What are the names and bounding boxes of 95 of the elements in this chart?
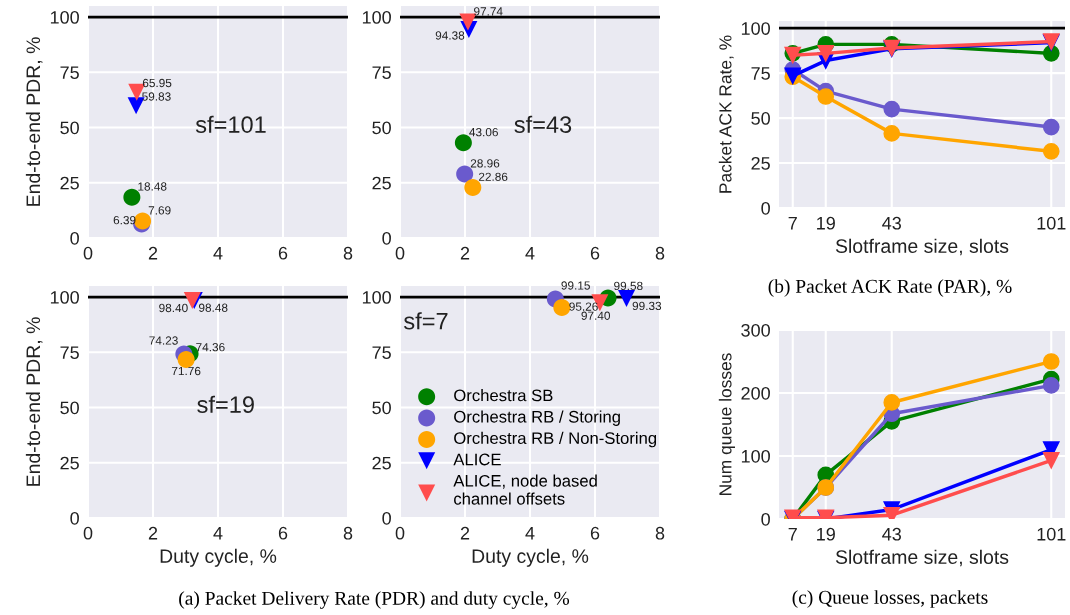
y-tick-label: 50: [60, 121, 79, 135]
x-axis-title: Duty cycle, %: [160, 548, 277, 567]
y-tick-label: 0: [382, 511, 391, 525]
data-label: 71.76: [171, 366, 201, 376]
legend-label: Orchestra RB / Non-Storing: [454, 431, 657, 448]
x-tick-label: 4: [525, 527, 535, 540]
data-label: 22.86: [478, 172, 508, 181]
annotation: sf=101: [195, 115, 266, 133]
y-tick-label: 0: [70, 231, 79, 245]
x-tick-label: 43: [882, 216, 901, 230]
y-tick-label: 25: [372, 456, 391, 470]
x-tick-label: 19: [817, 527, 835, 541]
text: (a) Packet Delivery Rate (PDR) and duty cycle, %: [179, 591, 570, 609]
text: (c) Queue losses, packets: [792, 590, 988, 608]
y-tick-label: 300: [741, 323, 770, 337]
y-tick-label: 50: [372, 121, 391, 135]
x-tick-label: 43: [882, 527, 901, 541]
data-label: 59.83: [142, 92, 171, 101]
x-axis-title: Duty cycle, %: [472, 548, 589, 567]
x-tick-label: 0: [395, 246, 405, 260]
x-tick-label: 8: [343, 246, 353, 260]
y-axis-title: End-to-end PDR, %: [25, 317, 43, 486]
data-label: 74.36: [196, 343, 225, 352]
data-label: 74.23: [149, 336, 178, 345]
x-tick-label: 8: [655, 526, 665, 540]
y-axis-title: End-to-end PDR, %: [25, 37, 43, 206]
x-tick-label: 8: [343, 526, 353, 540]
x-tick-label: 2: [460, 526, 470, 540]
y-axis-title: Packet ACK Rate, %: [718, 35, 734, 193]
y-tick-label: 50: [751, 112, 770, 125]
data-label: 97.40: [581, 311, 611, 320]
data-label: 99.15: [561, 281, 590, 290]
annotation: sf=19: [197, 395, 254, 413]
legend-label: ALICE: [453, 453, 501, 466]
x-tick-label: 4: [213, 247, 223, 260]
y-tick-label: 25: [372, 176, 391, 190]
y-tick-label: 100: [50, 10, 79, 24]
x-tick-label: 4: [213, 527, 223, 540]
y-tick-label: 0: [70, 511, 79, 525]
data-label: 65.95: [142, 78, 172, 88]
annotation: sf=43: [514, 115, 572, 133]
legend-label: Orchestra SB: [454, 389, 553, 402]
y-axis-title: Num queue losses: [718, 353, 735, 495]
data-label: 7.69: [148, 206, 171, 215]
x-tick-label: 19: [817, 216, 835, 230]
legend-label: ALICE, node based channel offsets: [453, 474, 597, 505]
data-label: 94.38: [435, 31, 465, 40]
x-tick-label: 0: [83, 526, 93, 540]
x-tick-label: 4: [525, 247, 535, 260]
y-tick-label: 75: [60, 66, 79, 80]
x-tick-label: 7: [788, 528, 797, 541]
x-tick-label: 101: [1037, 527, 1066, 541]
y-tick-label: 200: [741, 386, 770, 400]
x-tick-label: 0: [83, 246, 93, 260]
data-label: 99.33: [632, 301, 662, 311]
x-tick-label: 2: [148, 246, 158, 260]
y-tick-label: 25: [751, 156, 770, 170]
y-tick-label: 100: [50, 290, 79, 304]
x-axis-title: Slotframe size, slots: [835, 238, 1009, 256]
y-tick-label: 0: [761, 512, 770, 526]
data-label: 99.58: [614, 281, 643, 291]
y-tick-label: 25: [60, 176, 79, 190]
data-label: 98.40: [159, 303, 188, 313]
text: (b) Packet ACK Rate (PAR), %: [768, 279, 1012, 297]
y-tick-label: 75: [751, 67, 770, 80]
x-tick-label: 2: [460, 246, 470, 260]
data-label: 98.48: [199, 303, 228, 312]
data-label: 43.06: [469, 128, 498, 137]
data-label: 28.96: [470, 159, 500, 168]
x-tick-label: 2: [148, 526, 158, 540]
x-tick-label: 7: [788, 217, 797, 230]
y-tick-label: 100: [362, 10, 391, 24]
y-tick-label: 100: [741, 449, 770, 463]
y-tick-label: 50: [60, 401, 79, 415]
x-tick-label: 6: [590, 526, 600, 540]
y-tick-label: 0: [761, 201, 770, 215]
y-tick-label: 0: [382, 231, 391, 245]
x-tick-label: 8: [655, 246, 665, 260]
annotation: sf=7: [404, 312, 448, 330]
x-tick-label: 6: [590, 246, 600, 260]
legend-label: Orchestra RB / Storing: [454, 410, 620, 426]
y-tick-label: 100: [741, 22, 770, 35]
x-tick-label: 101: [1037, 216, 1066, 230]
x-tick-label: 0: [395, 526, 405, 540]
y-tick-label: 100: [362, 290, 391, 304]
y-tick-label: 75: [372, 346, 391, 360]
y-tick-label: 50: [372, 401, 391, 415]
y-tick-label: 75: [60, 346, 79, 360]
x-tick-label: 6: [278, 526, 288, 540]
data-label: 97.74: [474, 7, 503, 16]
y-tick-label: 25: [60, 456, 79, 470]
data-label: 18.48: [138, 182, 167, 191]
x-tick-label: 6: [278, 246, 288, 260]
y-tick-label: 75: [372, 66, 391, 80]
x-axis-title: Slotframe size, slots: [835, 549, 1009, 567]
